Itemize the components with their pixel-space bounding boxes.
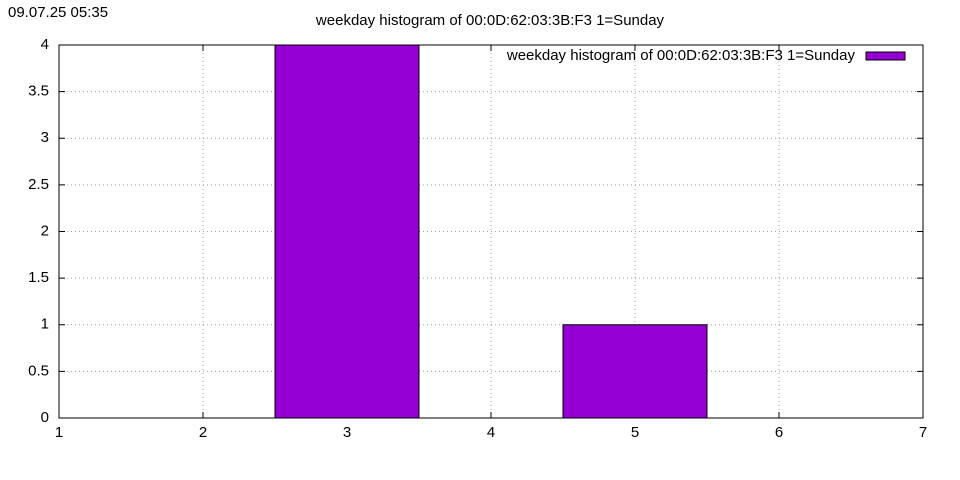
- legend-label: weekday histogram of 00:0D:62:03:3B:F3 1…: [506, 47, 856, 64]
- timestamp: 09.07.25 05:35: [8, 4, 108, 21]
- y-tick-label: 0: [41, 409, 49, 426]
- y-tick-label: 2.5: [28, 176, 49, 193]
- x-tick-label: 3: [343, 424, 351, 441]
- x-tick-label: 5: [631, 424, 639, 441]
- x-tick-label: 7: [919, 424, 927, 441]
- x-tick-label: 4: [487, 424, 495, 441]
- bar: [562, 324, 708, 419]
- y-tick-label: 1.5: [28, 269, 49, 286]
- bar: [274, 44, 420, 419]
- y-tick-label: 3.5: [28, 83, 49, 100]
- x-tick-label: 1: [55, 424, 63, 441]
- y-tick-label: 0.5: [28, 362, 49, 379]
- legend-swatch: [865, 51, 906, 61]
- y-tick-label: 2: [41, 222, 49, 239]
- x-tick-label: 2: [199, 424, 207, 441]
- x-tick-label: 6: [775, 424, 783, 441]
- y-tick-label: 4: [41, 36, 49, 53]
- y-tick-label: 1: [41, 316, 49, 333]
- chart-title: weekday histogram of 00:0D:62:03:3B:F3 1…: [315, 12, 665, 29]
- y-tick-label: 3: [41, 129, 49, 146]
- plot-frame: [58, 44, 924, 419]
